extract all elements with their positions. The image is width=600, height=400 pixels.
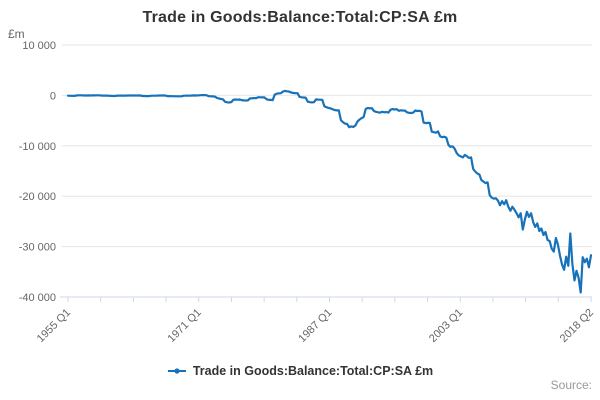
y-tick-label: -20 000 [19, 191, 56, 203]
x-tick-label: 2018 Q2 [558, 307, 596, 345]
y-tick-label: 0 [50, 90, 56, 102]
x-tick-label: 2003 Q1 [427, 307, 465, 345]
legend-item[interactable]: Trade in Goods:Balance:Total:CP:SA £m [167, 364, 433, 378]
y-axis-unit-label: £m [8, 27, 25, 41]
y-tick-label: 10 000 [22, 40, 56, 52]
legend-item-label: Trade in Goods:Balance:Total:CP:SA £m [192, 364, 434, 378]
line-series-marker-icon [167, 368, 186, 374]
y-tick-label: -10 000 [19, 141, 56, 153]
chart-title: Trade in Goods:Balance:Total:CP:SA £m [142, 9, 458, 26]
data-series-line [66, 89, 593, 294]
y-tick-label: -40 000 [19, 292, 56, 304]
x-tick-label: 1955 Q1 [35, 307, 73, 345]
x-tick-label: 1971 Q1 [166, 307, 204, 345]
legend: Trade in Goods:Balance:Total:CP:SA £m [0, 362, 600, 380]
source-label: Source: [550, 378, 592, 392]
y-tick-label: -30 000 [19, 242, 56, 254]
x-tick-label: 1987 Q1 [296, 307, 334, 345]
